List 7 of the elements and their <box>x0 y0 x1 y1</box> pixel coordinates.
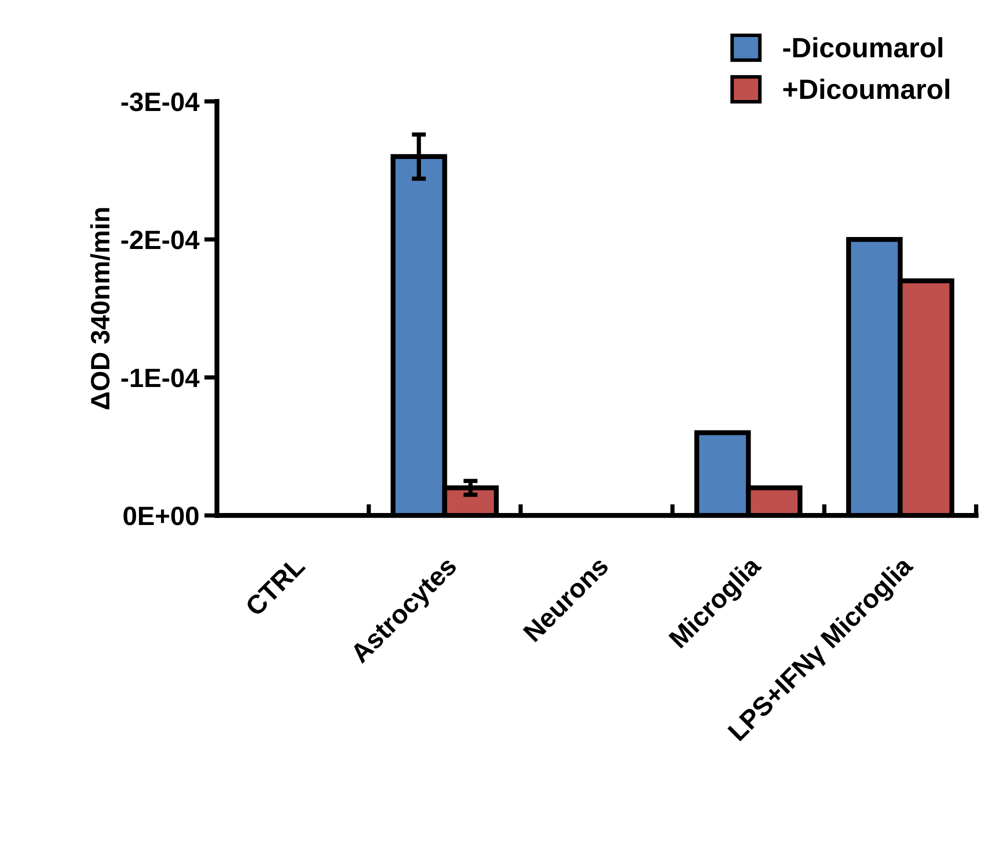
y-axis-title: ΔOD 340nm/min <box>90 208 110 410</box>
legend-label: -Dicoumarol <box>783 37 942 58</box>
y-tick-label: -1E-04 <box>121 368 200 388</box>
legend-label: +Dicoumarol <box>783 78 950 100</box>
y-tick-label: -3E-04 <box>121 92 200 112</box>
y-tick-label: 0E+00 <box>124 506 198 526</box>
y-tick-label: -2E-04 <box>121 230 200 250</box>
